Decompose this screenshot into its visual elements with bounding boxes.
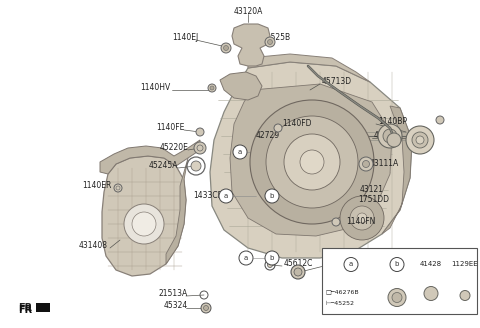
Circle shape — [359, 157, 373, 171]
Circle shape — [114, 184, 122, 192]
Text: ⊢─45252: ⊢─45252 — [325, 301, 354, 306]
Text: 1140FD: 1140FD — [282, 119, 312, 129]
Circle shape — [196, 128, 204, 136]
Polygon shape — [232, 24, 270, 66]
Text: a: a — [238, 149, 242, 155]
Text: 41428: 41428 — [420, 261, 442, 268]
Circle shape — [201, 303, 211, 313]
Circle shape — [267, 39, 273, 45]
Circle shape — [132, 212, 156, 236]
Text: 1140BP: 1140BP — [378, 117, 407, 127]
Circle shape — [416, 136, 424, 144]
Text: 1751DD: 1751DD — [358, 195, 389, 204]
Circle shape — [344, 257, 358, 272]
Text: 1140EJ: 1140EJ — [172, 33, 198, 43]
Circle shape — [291, 265, 305, 279]
Circle shape — [219, 189, 233, 203]
Circle shape — [265, 37, 275, 47]
Circle shape — [266, 116, 358, 208]
Text: a: a — [244, 255, 248, 261]
Text: 45280: 45280 — [326, 259, 350, 269]
Polygon shape — [220, 72, 262, 100]
Polygon shape — [36, 303, 50, 312]
Text: 42700E: 42700E — [374, 132, 403, 140]
Text: FR: FR — [18, 305, 32, 315]
Circle shape — [239, 251, 253, 265]
Circle shape — [204, 305, 208, 311]
Circle shape — [233, 145, 247, 159]
Polygon shape — [102, 156, 186, 276]
Text: 1129EE: 1129EE — [452, 261, 478, 268]
Circle shape — [300, 150, 324, 174]
Circle shape — [362, 160, 370, 168]
Polygon shape — [210, 62, 412, 258]
Circle shape — [267, 262, 273, 268]
Polygon shape — [248, 54, 370, 82]
Text: 42729: 42729 — [256, 132, 280, 140]
Circle shape — [383, 129, 397, 143]
Circle shape — [208, 84, 216, 92]
Circle shape — [436, 116, 444, 124]
Circle shape — [274, 124, 282, 132]
Circle shape — [424, 286, 438, 300]
Text: b: b — [270, 193, 274, 199]
Circle shape — [412, 132, 428, 148]
Polygon shape — [100, 140, 200, 174]
Polygon shape — [166, 158, 188, 264]
Circle shape — [294, 268, 302, 276]
Circle shape — [357, 213, 367, 223]
Text: b: b — [270, 255, 274, 261]
Circle shape — [221, 43, 231, 53]
Bar — [322, 248, 477, 314]
Circle shape — [340, 196, 384, 240]
Circle shape — [210, 86, 214, 90]
Text: 1140FN: 1140FN — [346, 217, 375, 227]
Text: 43121: 43121 — [360, 186, 384, 195]
Circle shape — [265, 251, 279, 265]
Text: 21513A: 21513A — [159, 290, 188, 298]
Circle shape — [265, 189, 279, 203]
Circle shape — [191, 161, 201, 171]
Circle shape — [388, 289, 406, 306]
Text: 1140HV: 1140HV — [140, 84, 170, 92]
Polygon shape — [382, 106, 412, 234]
Circle shape — [194, 142, 206, 154]
Text: 21525B: 21525B — [262, 33, 291, 43]
Text: 43120A: 43120A — [233, 8, 263, 16]
Text: 431408: 431408 — [79, 241, 108, 251]
Text: b: b — [395, 261, 399, 268]
Text: 1140ER: 1140ER — [83, 181, 112, 191]
Circle shape — [332, 218, 340, 226]
Text: □─46276B: □─46276B — [325, 289, 359, 294]
Text: 1140FE: 1140FE — [156, 124, 185, 133]
Text: 1433CF: 1433CF — [193, 192, 222, 200]
Text: 45324: 45324 — [164, 301, 188, 311]
Circle shape — [378, 124, 402, 148]
Circle shape — [124, 204, 164, 244]
Circle shape — [224, 46, 228, 51]
Circle shape — [390, 257, 404, 272]
Circle shape — [284, 134, 340, 190]
Circle shape — [460, 291, 470, 300]
Text: FR: FR — [18, 303, 32, 313]
Text: 45612C: 45612C — [284, 259, 313, 269]
Text: 45220E: 45220E — [159, 144, 188, 153]
Circle shape — [350, 206, 374, 230]
Text: a: a — [224, 193, 228, 199]
Circle shape — [250, 100, 374, 224]
Circle shape — [392, 293, 402, 302]
Text: 43111A: 43111A — [370, 159, 399, 169]
Circle shape — [406, 126, 434, 154]
Circle shape — [387, 133, 401, 147]
Circle shape — [224, 192, 232, 200]
Text: a: a — [349, 261, 353, 268]
Polygon shape — [230, 84, 392, 236]
Text: 45713D: 45713D — [322, 77, 352, 87]
Text: 45245A: 45245A — [148, 161, 178, 171]
